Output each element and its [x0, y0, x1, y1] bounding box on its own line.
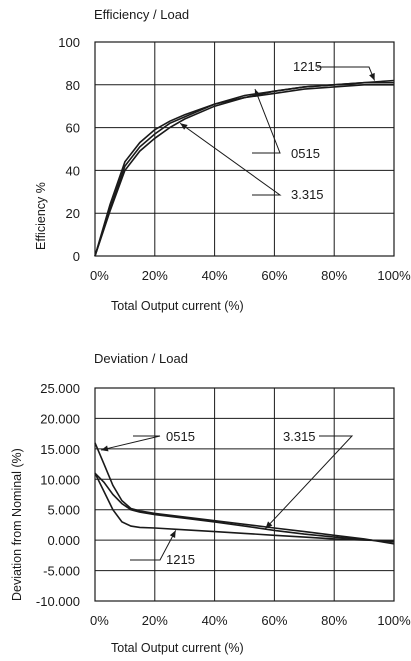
x-tick-label: 80%	[321, 268, 347, 283]
series-line-1215	[94, 79, 395, 257]
efficiency-y-tick-labels: 0 20 40 60 80 100	[58, 35, 80, 264]
series-annotation-label: 0515	[166, 429, 195, 444]
annotation-leader-line	[130, 530, 177, 561]
x-tick-label: 100%	[377, 268, 411, 283]
x-tick-label: 20%	[142, 268, 168, 283]
series-line-3-315	[94, 472, 395, 543]
y-tick-label: 40	[66, 163, 80, 178]
x-tick-label: 20%	[142, 613, 168, 628]
annotation-arrowhead	[169, 530, 176, 538]
efficiency-y-axis-label: Efficiency %	[34, 182, 48, 250]
y-tick-label: 60	[66, 121, 80, 136]
deviation-annotations: 0515 3.315 1215	[100, 429, 354, 567]
annotation-arrowhead	[254, 89, 261, 97]
x-tick-label: 0%	[90, 268, 109, 283]
y-tick-label: 20	[66, 206, 80, 221]
series-line-0515	[94, 442, 395, 545]
y-tick-label: 10.000	[40, 472, 80, 487]
efficiency-chart: Efficiency / Load 0 20 40 60 80 100 0% 20% 40% 6…	[34, 7, 411, 313]
x-tick-label: 0%	[90, 613, 109, 628]
x-tick-label: 80%	[321, 613, 347, 628]
y-tick-label: 20.000	[40, 411, 80, 426]
efficiency-x-axis-label: Total Output current (%)	[111, 299, 244, 313]
efficiency-chart-title: Efficiency / Load	[94, 7, 189, 22]
deviation-grid	[94, 387, 395, 602]
annotation-leader-line	[179, 122, 282, 196]
annotation-arrowhead	[101, 445, 109, 452]
y-tick-label: 25.000	[40, 381, 80, 396]
annotation-leader-line	[317, 66, 376, 81]
annotation-leader-line	[265, 435, 354, 529]
x-tick-label: 100%	[377, 613, 411, 628]
efficiency-x-tick-labels: 0% 20% 40% 60% 80% 100%	[90, 268, 411, 283]
deviation-series	[94, 442, 395, 545]
series-annotation-label: 3.315	[283, 429, 316, 444]
series-annotation-label: 0515	[291, 146, 320, 161]
annotation-leader-line	[252, 88, 281, 154]
series-line-0515	[94, 84, 394, 257]
deviation-x-tick-labels: 0% 20% 40% 60% 80% 100%	[90, 613, 411, 628]
series-annotation-label: 1215	[166, 552, 195, 567]
deviation-x-axis-label: Total Output current (%)	[111, 641, 244, 655]
deviation-chart: Deviation / Load -10.000 -5.000 0.000 5.000…	[10, 351, 411, 655]
y-tick-label: 5.000	[47, 503, 80, 518]
x-tick-label: 40%	[202, 268, 228, 283]
plot-frame	[94, 387, 395, 602]
annotation-leader-line	[100, 435, 161, 451]
series-line-3-315	[94, 81, 394, 257]
plot-frame	[94, 41, 395, 257]
efficiency-annotations: 1215 0515 3.315	[179, 59, 376, 202]
y-tick-label: 0.000	[47, 533, 80, 548]
deviation-chart-title: Deviation / Load	[94, 351, 188, 366]
annotation-arrowhead	[180, 123, 188, 130]
x-tick-label: 60%	[261, 268, 287, 283]
efficiency-series	[94, 79, 395, 257]
annotation-arrowhead	[265, 521, 273, 529]
deviation-y-tick-labels: -10.000 -5.000 0.000 5.000 10.000 15.000 20.00…	[36, 381, 80, 609]
y-tick-label: 80	[66, 78, 80, 93]
y-tick-label: -5.000	[43, 564, 80, 579]
y-tick-label: 15.000	[40, 442, 80, 457]
series-annotation-label: 1215	[293, 59, 322, 74]
annotation-arrowhead	[369, 72, 375, 81]
y-tick-label: 0	[73, 249, 80, 264]
series-line-1215	[94, 472, 395, 542]
efficiency-grid	[94, 41, 395, 257]
deviation-y-axis-label: Deviation from Nominal (%)	[10, 448, 24, 601]
y-tick-label: 100	[58, 35, 80, 50]
series-annotation-label: 3.315	[291, 187, 324, 202]
x-tick-label: 60%	[261, 613, 287, 628]
y-tick-label: -10.000	[36, 594, 80, 609]
x-tick-label: 40%	[202, 613, 228, 628]
